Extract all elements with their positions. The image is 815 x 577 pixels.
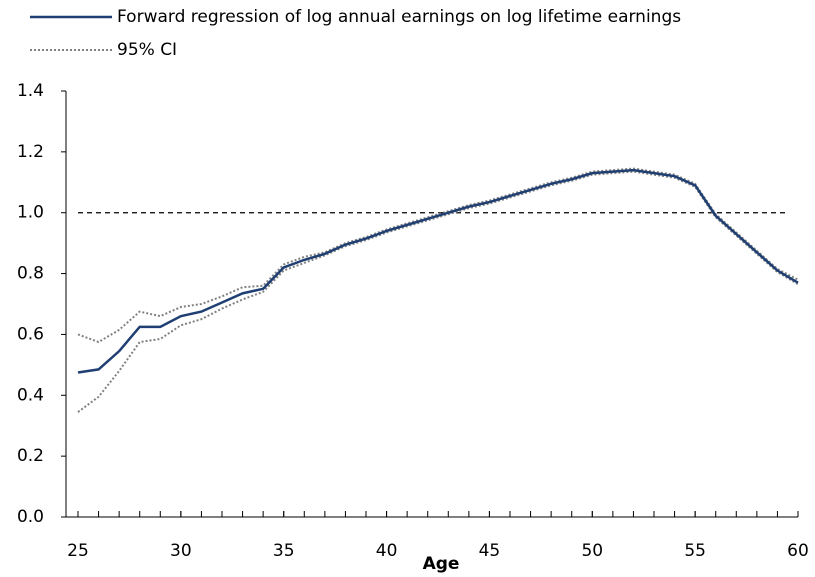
x-tick-label: 60 [787,541,809,561]
y-tick-label: 1.2 [17,142,44,162]
x-tick-label: 25 [67,541,89,561]
y-tick-label: 1.0 [17,203,44,223]
x-tick-label: 35 [273,541,295,561]
y-tick-label: 0.8 [17,264,44,284]
y-tick-label: 1.4 [17,81,44,101]
x-tick-label: 40 [376,541,398,561]
x-axis-label: Age [423,554,460,574]
x-tick-label: 55 [684,541,706,561]
y-tick-label: 0.6 [17,324,44,344]
x-tick-label: 30 [170,541,192,561]
legend-label: 95% CI [117,40,177,60]
y-tick-label: 0.2 [17,446,44,466]
ci-lower-line [77,170,799,413]
ci-upper-line [77,167,799,344]
series-line [77,168,799,374]
x-tick-label: 45 [479,541,501,561]
legend-label: Forward regression of log annual earning… [117,7,681,27]
x-tick-label: 50 [581,541,603,561]
y-tick-label: 0.4 [17,385,44,405]
y-tick-label: 0.0 [17,507,44,527]
